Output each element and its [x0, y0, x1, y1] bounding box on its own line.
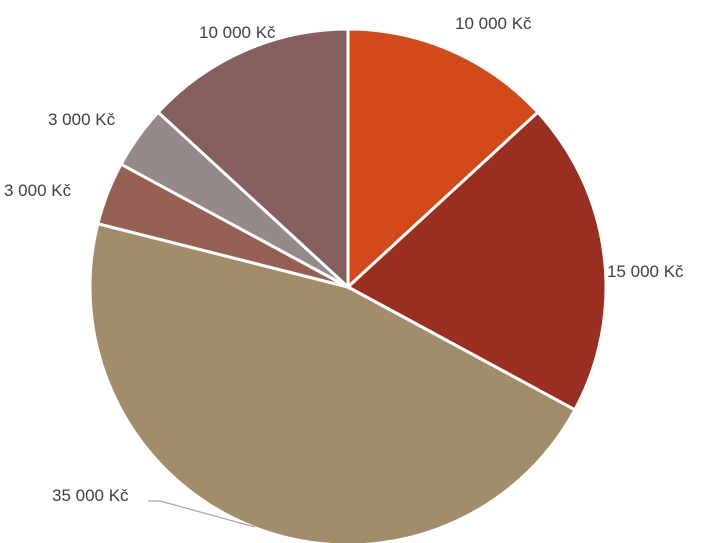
data-label-4: 3 000 Kč — [4, 181, 72, 200]
leader-line-3 — [148, 500, 256, 528]
data-label-3: 35 000 Kč — [52, 486, 129, 505]
data-label-2: 15 000 Kč — [607, 262, 684, 281]
pie-slice-2 — [345, 110, 608, 412]
data-label-5: 3 000 Kč — [48, 110, 116, 129]
pie-slice-6 — [156, 27, 350, 291]
data-labels: 10 000 Kč 15 000 Kč 35 000 Kč 3 000 Kč 3 000… — [4, 14, 684, 528]
pie-slice-1 — [346, 27, 540, 291]
data-label-6: 10 000 Kč — [199, 23, 276, 42]
pie-slices — [88, 27, 608, 543]
data-label-1: 10 000 Kč — [455, 14, 532, 33]
